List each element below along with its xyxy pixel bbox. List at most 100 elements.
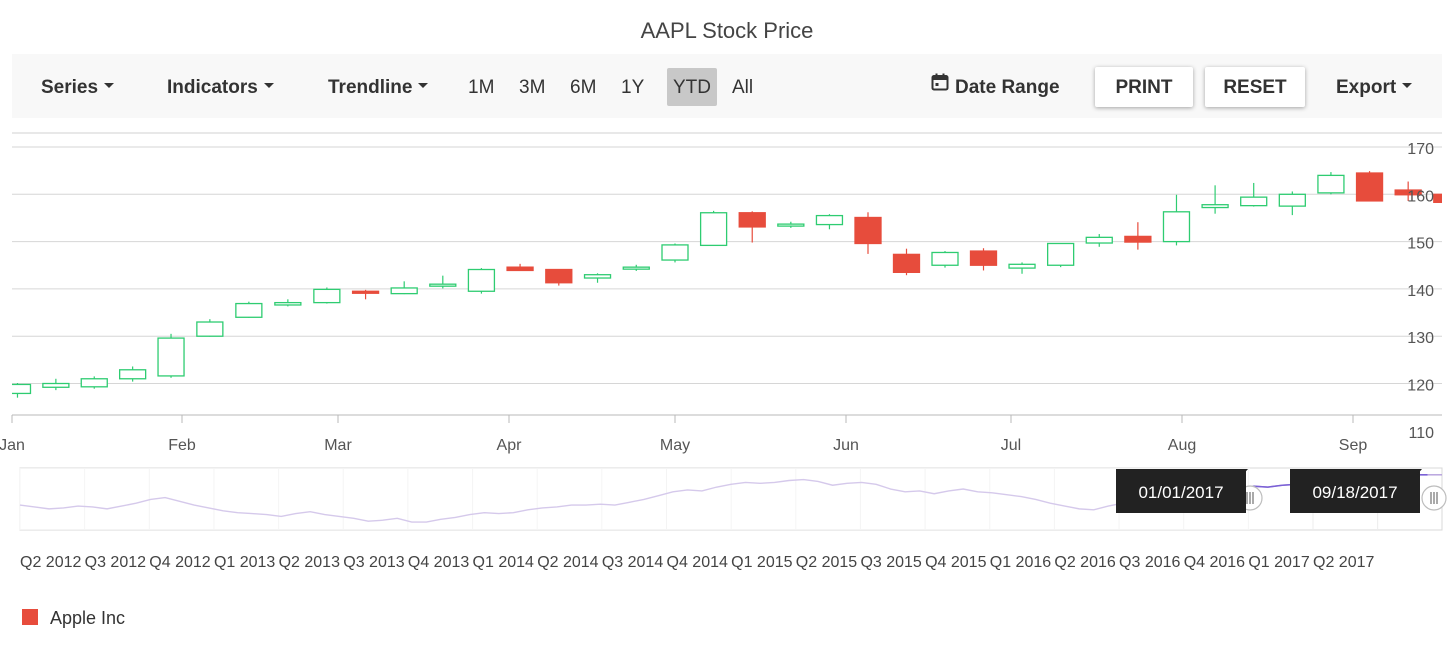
candle-body-bullish [274,301,302,306]
navigator-end-thumb[interactable] [1421,485,1447,511]
period-all[interactable]: All [732,77,754,98]
y-tick-label: 120 [1407,378,1434,395]
candle[interactable] [892,248,921,276]
candle[interactable] [545,268,573,286]
candle[interactable] [196,319,224,337]
x-axis: Jan Feb Mar Apr May Jun Jul Aug Sep [0,414,1442,454]
x-tick-label: Jan [0,437,25,454]
date-range-button[interactable]: Date Range [931,54,1060,118]
candle[interactable] [777,221,805,228]
period-ytd[interactable]: YTD [667,68,717,106]
candle[interactable] [1124,222,1152,250]
candle-body-bullish [467,268,496,292]
candle[interactable] [1085,234,1113,247]
candle[interactable] [1008,262,1036,274]
candle[interactable] [118,366,147,382]
candle[interactable] [390,281,418,295]
candle[interactable] [1046,242,1075,268]
period-1y[interactable]: 1Y [621,77,645,98]
navigator-axis-label: Q4 2015 [925,554,986,571]
candle[interactable] [931,251,959,268]
y-tick-label: 140 [1407,283,1434,300]
candle[interactable] [4,383,32,398]
candle[interactable] [1433,191,1454,203]
navigator-axis-label: Q2 2016 [1054,554,1115,571]
chevron-down-icon [1402,83,1413,89]
candle[interactable] [583,273,612,283]
candle[interactable] [622,264,650,271]
indicators-dropdown[interactable]: Indicators [167,54,274,118]
period-1m[interactable]: 1M [468,77,495,98]
calendar-icon [931,52,949,120]
tooltip-box [1290,469,1420,513]
chevron-down-icon [104,83,115,89]
candle-body-bearish [1394,189,1422,196]
period-6m[interactable]: 6M [570,77,597,98]
x-tick-label: Jun [833,437,859,454]
candle[interactable] [661,243,689,263]
candle-body-bullish [12,383,32,395]
trendline-dropdown[interactable]: Trendline [328,54,429,118]
x-tick-label: May [660,437,690,454]
candle[interactable] [235,301,263,318]
chart-title: AAPL Stock Price [640,18,814,43]
candle-body-bullish [157,337,185,377]
candle[interactable] [467,268,496,294]
candle[interactable] [157,333,185,378]
navigator-axis-label: Q2 2013 [279,554,340,571]
candle-body-bullish [235,302,263,318]
candle-body-bullish [661,244,689,261]
print-button[interactable]: PRINT [1095,67,1193,107]
indicators-dropdown-label: Indicators [167,77,258,98]
candle[interactable] [351,289,380,300]
navigator-unselected-shade [20,468,1250,530]
candle-body-bearish [1433,193,1442,203]
tooltip-text: 01/01/2017 [1138,483,1223,502]
candle[interactable] [313,287,341,304]
candle[interactable] [1355,171,1384,202]
period-3m[interactable]: 3M [519,77,546,98]
candle[interactable] [1278,191,1306,216]
candle[interactable] [1240,182,1268,207]
candle[interactable] [429,275,457,289]
candle-body-bullish [622,266,650,270]
navigator-axis-label: Q4 2016 [1184,554,1245,571]
trendline-dropdown-label: Trendline [328,77,413,98]
series-dropdown[interactable]: Series [41,54,115,118]
candle-body-bullish [429,283,457,287]
navigator-axis-label: Q3 2015 [860,554,921,571]
candles [4,171,1454,398]
y-tick-label: 130 [1407,330,1434,347]
navigator-axis-label: Q3 2012 [85,554,146,571]
navigator-end-tooltip: 09/18/2017 [1290,469,1422,513]
candle[interactable] [42,378,70,391]
candle[interactable] [1201,185,1229,214]
candle[interactable] [815,214,844,230]
candle[interactable] [1162,194,1191,246]
candle[interactable] [699,210,728,247]
candle[interactable] [1317,172,1345,195]
legend[interactable]: Apple Inc [22,606,125,630]
reset-button[interactable]: RESET [1205,67,1305,107]
x-tick-label: Aug [1168,437,1196,454]
candle-body-bearish [854,216,882,245]
candle[interactable] [854,212,882,254]
export-dropdown[interactable]: Export [1336,54,1413,118]
candle[interactable] [969,248,998,271]
candle-body-bullish [80,378,108,388]
navigator-axis-label: Q1 2016 [990,554,1051,571]
candle[interactable] [274,299,302,307]
y-tick-label: 110 [1408,425,1434,442]
navigator-axis-label: Q3 2013 [343,554,404,571]
navigator-axis-label: Q2 2017 [1313,554,1374,571]
candle[interactable] [1394,181,1422,201]
navigator-axis-label: Q2 2014 [537,554,598,571]
candle-body-bullish [196,321,224,337]
series-dropdown-label: Series [41,77,99,98]
candle[interactable] [80,376,108,389]
candle[interactable] [738,211,766,243]
y-tick-label: 160 [1407,188,1434,205]
candle[interactable] [506,263,534,272]
navigator-axis-label: Q1 2013 [214,554,275,571]
